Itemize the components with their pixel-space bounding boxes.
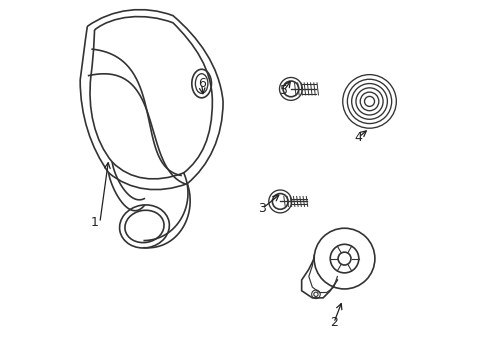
Text: 3: 3 [258, 202, 266, 215]
Text: 4: 4 [354, 131, 362, 144]
Text: 6: 6 [197, 77, 205, 90]
Text: 5: 5 [279, 84, 287, 97]
Text: 1: 1 [90, 216, 98, 229]
Text: 2: 2 [329, 316, 337, 329]
